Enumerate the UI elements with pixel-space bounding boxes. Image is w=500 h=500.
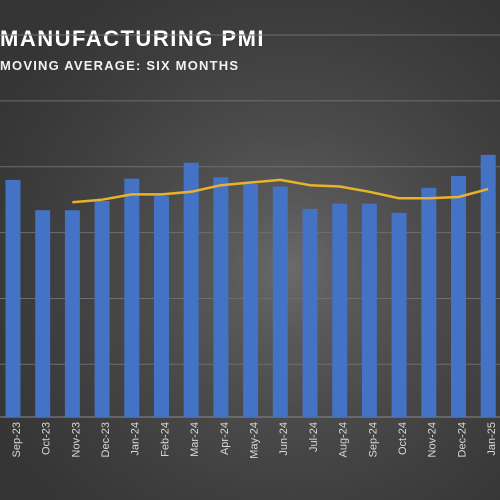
bar-Oct-23	[35, 210, 51, 417]
bar-Jan-25	[480, 154, 496, 418]
x-tick-Sep-23: Sep-23	[11, 422, 23, 457]
x-tick-Apr-24: Apr-24	[219, 422, 231, 455]
x-tick-Jan-24: Jan-24	[130, 422, 142, 456]
x-tick-Sep-24: Sep-24	[367, 422, 379, 457]
bar-Jun-24	[272, 186, 288, 417]
bar-Apr-24	[213, 177, 229, 417]
chart-title: MANUFACTURING PMI	[0, 26, 266, 51]
bar-Sep-24	[361, 203, 377, 417]
bar-Mar-24	[183, 162, 199, 417]
bar-Dec-24	[451, 175, 466, 417]
x-tick-Jan-25: Jan-25	[486, 422, 498, 456]
x-tick-Oct-23: Oct-23	[41, 422, 53, 455]
x-axis-ticks: Sep-23 Oct-23 Nov-23 Dec-23 Jan-24 Feb-24 Mar-…	[11, 422, 498, 459]
x-tick-Jun-24: Jun-24	[278, 422, 290, 456]
bar-May-24	[243, 183, 259, 417]
bar-Jan-24	[124, 178, 140, 417]
bar-Jul-24	[302, 208, 318, 417]
x-tick-Jul-24: Jul-24	[308, 422, 320, 452]
x-tick-May-24: May-24	[249, 422, 261, 459]
x-tick-Mar-24: Mar-24	[189, 422, 201, 457]
x-tick-Dec-23: Dec-23	[100, 422, 112, 457]
chart-subtitle: MOVING AVERAGE: SIX MONTHS	[0, 58, 240, 73]
bar-Sep-23	[5, 179, 21, 417]
bar-Dec-23	[94, 200, 110, 417]
x-tick-Nov-24: Nov-24	[427, 422, 439, 457]
bars	[5, 154, 496, 418]
bar-Feb-24	[154, 195, 169, 417]
moving-average-line	[72, 178, 489, 204]
bar-Nov-23	[64, 210, 80, 417]
x-tick-Aug-24: Aug-24	[338, 422, 350, 457]
bar-Nov-24	[421, 187, 437, 417]
bar-Aug-24	[332, 203, 348, 417]
bar-Oct-24	[391, 212, 407, 417]
x-tick-Dec-24: Dec-24	[456, 422, 468, 457]
x-tick-Nov-23: Nov-23	[70, 422, 82, 457]
x-tick-Oct-24: Oct-24	[397, 422, 409, 455]
x-tick-Feb-24: Feb-24	[159, 422, 171, 457]
